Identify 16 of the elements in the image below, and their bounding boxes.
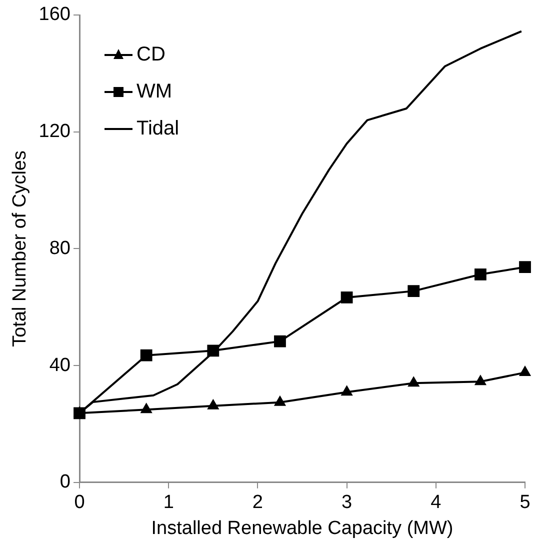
x-tick-label: 1 (163, 492, 174, 514)
y-tick-label: 160 (38, 4, 70, 26)
x-tick-label: 5 (520, 492, 530, 514)
y-axis-title: Total Number of Cycles (10, 150, 31, 347)
x-axis-title: Installed Renewable Capacity (MW) (151, 518, 454, 539)
x-tick-label: 3 (342, 492, 352, 514)
y-tick-label: 40 (49, 354, 70, 376)
legend-label: Tidal (136, 118, 180, 140)
legend-label: CD (136, 44, 166, 66)
y-tick-label: 80 (49, 238, 70, 259)
y-tick-label: 0 (60, 472, 70, 493)
y-tick-label: 120 (38, 121, 70, 142)
x-tick-label: 4 (430, 492, 442, 514)
x-tick-label: 0 (74, 492, 85, 514)
x-tick-label: 2 (252, 492, 263, 514)
legend-label: WM (136, 80, 172, 103)
